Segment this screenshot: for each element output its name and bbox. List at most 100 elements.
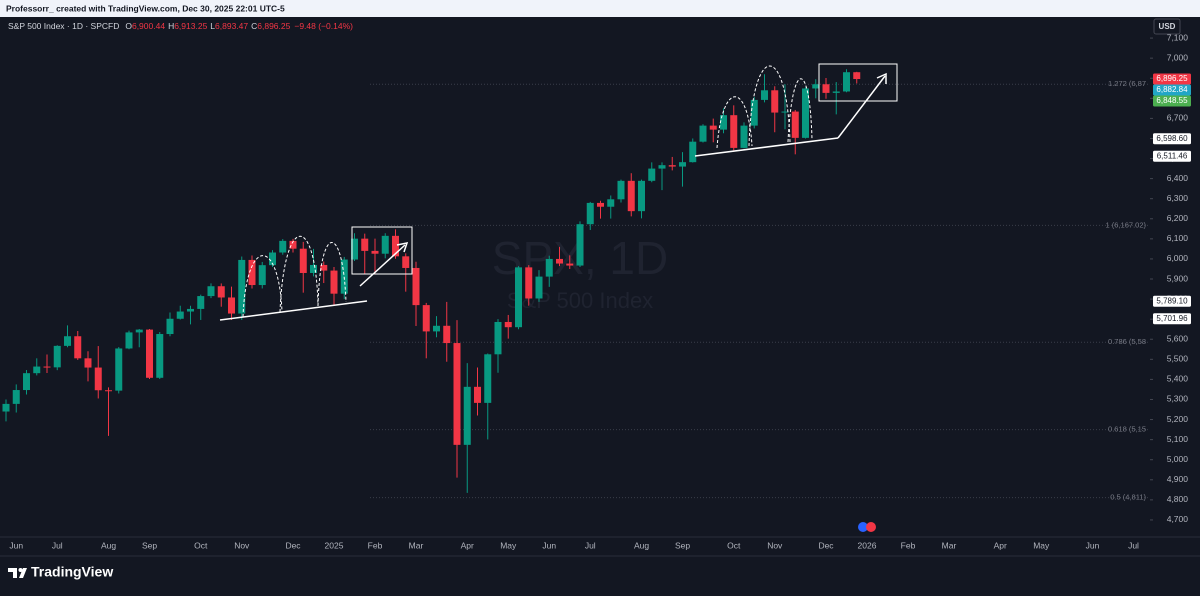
candle-body [463, 386, 471, 445]
x-tick-label: Oct [194, 540, 208, 550]
candle-body [176, 311, 184, 319]
candle-body [371, 250, 379, 254]
candle-body [720, 115, 727, 130]
candle-body [750, 99, 758, 126]
x-tick-label: Nov [767, 540, 783, 550]
flag-icon [866, 522, 876, 532]
price-tag-label: 6,848.55 [1156, 96, 1188, 105]
fib-label: 1.272 (6,87 [1108, 79, 1146, 88]
ohlc-key: O [125, 21, 132, 31]
x-tick-label: Sep [675, 540, 690, 550]
candle-body [392, 235, 399, 257]
price-tag [1153, 133, 1191, 145]
candle-body [433, 325, 440, 332]
price-tag [1153, 73, 1191, 85]
change: −9.48 (−0.14%) [294, 21, 353, 31]
support-line [694, 137, 839, 157]
candle-body [781, 111, 789, 113]
candle-body [576, 224, 584, 266]
candle-body [351, 238, 358, 260]
arrow-head [876, 72, 887, 84]
price-tag-label: 5,701.96 [1156, 314, 1188, 323]
x-tick-label: Dec [285, 540, 301, 550]
candle-body [822, 84, 830, 93]
candle-body [330, 270, 338, 294]
ohlc-value: 6,900.44 [132, 21, 165, 31]
x-tick-label: Jun [1086, 540, 1100, 550]
candle-body [105, 390, 112, 392]
candle-body [197, 296, 205, 309]
logo-dot [18, 568, 23, 572]
arc [242, 255, 283, 318]
candle-body [64, 336, 71, 346]
candle-body [730, 115, 738, 148]
logo: TradingView [8, 564, 113, 580]
candle-body [566, 263, 574, 266]
candle-body [53, 345, 61, 368]
candle-body [453, 343, 461, 445]
x-tick-label: Jun [9, 540, 23, 550]
candle-body [648, 168, 656, 181]
candle-body [699, 125, 707, 142]
candle-body [156, 334, 164, 378]
candle-body [658, 165, 666, 169]
candle-body [238, 259, 246, 314]
candle-body [187, 308, 194, 312]
candle-body [597, 202, 604, 207]
candle-body [381, 235, 389, 254]
x-tick-label: 2025 [325, 540, 344, 550]
candle-body [771, 90, 779, 113]
y-tick-label: 6,700 [1167, 113, 1189, 123]
candle-body [279, 240, 287, 253]
price-tag [1153, 313, 1191, 325]
ohlc-key: C [251, 21, 257, 31]
box [351, 226, 413, 275]
price-tag [1153, 95, 1191, 107]
candle-body [422, 305, 430, 332]
candle-body [556, 258, 563, 264]
arc [317, 242, 347, 307]
credit: Professorr_ created with TradingView.com… [6, 3, 285, 13]
y-tick-label: 7,000 [1167, 52, 1189, 62]
flag-icon [858, 522, 868, 532]
candle-body [146, 329, 153, 378]
y-tick-label: 6,200 [1167, 213, 1189, 223]
y-tick-label: 4,700 [1167, 514, 1189, 524]
support-line [219, 300, 368, 321]
arc [787, 78, 813, 143]
candle-body [94, 367, 102, 391]
fib-label: 0.618 (5,15 [1108, 425, 1146, 434]
x-tick-label: Oct [727, 540, 741, 550]
candle-body [494, 321, 502, 355]
candle-body [299, 248, 307, 273]
candle-body [679, 162, 686, 167]
box [818, 63, 898, 102]
candle-body [33, 366, 41, 374]
arrow [359, 244, 406, 287]
candle-body [709, 125, 717, 130]
candle-body [43, 366, 51, 368]
ohlc-key: H [168, 21, 174, 31]
x-tick-label: Nov [234, 540, 250, 550]
x-tick-label: 2026 [858, 540, 877, 550]
candle-body [607, 199, 615, 207]
candle-body [668, 165, 676, 167]
candles [2, 69, 861, 493]
price-tag-label: 5,789.10 [1156, 296, 1188, 305]
currency-box [1153, 18, 1181, 35]
candle-body [525, 267, 533, 299]
y-tick-label: 6,400 [1167, 173, 1189, 183]
candle-body [627, 180, 635, 212]
price-tag [1153, 84, 1191, 96]
candle-body [166, 318, 174, 335]
ohlc-value: 6,893.47 [215, 21, 248, 31]
y-tick-label: 6,300 [1167, 193, 1189, 203]
y-tick-label: 5,900 [1167, 273, 1189, 283]
candle-body [115, 348, 123, 391]
candle-body [545, 258, 553, 277]
y-tick-label: 7,100 [1167, 32, 1189, 42]
x-tick-label: May [1033, 540, 1050, 550]
